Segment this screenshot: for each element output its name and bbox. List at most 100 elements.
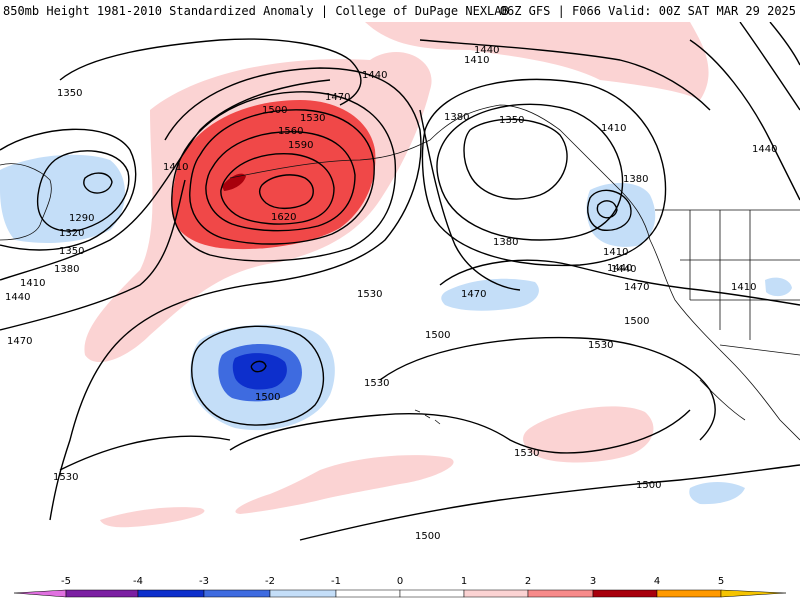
contour-1470-west bbox=[0, 179, 186, 331]
contour-1500-central bbox=[439, 259, 800, 306]
contour-label: 1470 bbox=[461, 289, 486, 300]
contour-bc-low-outer bbox=[587, 189, 632, 231]
map-header: 850mb Height 1981-2010 Standardized Anom… bbox=[0, 0, 800, 22]
colorbar-tick-label: -3 bbox=[199, 576, 209, 587]
colorbar-swatch-neg1 bbox=[269, 589, 337, 598]
contour-label: 1380 bbox=[54, 264, 79, 275]
contour-1440-northeast bbox=[689, 39, 800, 201]
positive-anomaly-pacific-east bbox=[523, 406, 654, 463]
contour-label: 1410 bbox=[464, 55, 489, 66]
colorbar-tick-label: 4 bbox=[654, 576, 660, 587]
baja-coast bbox=[699, 379, 746, 421]
siberia-coast bbox=[0, 163, 52, 241]
contour-1380-1410-west bbox=[0, 128, 137, 251]
contour-label: 1470 bbox=[7, 336, 32, 347]
colorbar-swatch-zero-neg bbox=[335, 589, 401, 598]
colorbar-swatch-neg5 bbox=[13, 589, 67, 598]
anomaly-map: 1350 1410 1290 1320 1350 1380 1410 1440 … bbox=[0, 22, 800, 542]
contour-label: 1290 bbox=[69, 213, 94, 224]
colorbar-swatch-pos5 bbox=[720, 589, 787, 598]
contour-label: 1380 bbox=[444, 112, 469, 123]
height-contours bbox=[0, 22, 800, 541]
contour-north-arc-1 bbox=[739, 22, 800, 111]
contour-1470-east bbox=[419, 109, 521, 291]
negative-anomaly-bc-coast bbox=[586, 183, 656, 247]
contour-label: 1410 bbox=[601, 123, 626, 134]
colorbar-tick-label: 5 bbox=[718, 576, 724, 587]
colorbar-tick-label: -5 bbox=[61, 576, 71, 587]
contour-1320 bbox=[36, 150, 130, 232]
colorbar-tick-label: 2 bbox=[525, 576, 531, 587]
contour-low-inner bbox=[250, 360, 267, 373]
alaska-coast bbox=[229, 104, 651, 241]
contour-label: 1440 bbox=[474, 45, 499, 56]
contour-label: 1440 bbox=[607, 263, 632, 274]
coastlines bbox=[0, 104, 800, 441]
colorbar-tick-label: 1 bbox=[461, 576, 467, 587]
contour-label: 1530 bbox=[53, 472, 78, 483]
negative-anomaly-colorado bbox=[765, 277, 792, 297]
negative-anomaly-siberia bbox=[0, 154, 125, 243]
colorbar-swatch-pos1 bbox=[463, 589, 529, 598]
colorbar-ticks: -5 -4 -3 -2 -1 0 1 2 3 4 5 bbox=[61, 576, 724, 587]
contour-label: 1500 bbox=[636, 480, 661, 491]
contour-label: 1440 bbox=[5, 292, 30, 303]
colorbar-swatch-pos2 bbox=[527, 589, 594, 598]
positive-anomaly-pacific-sw bbox=[100, 507, 205, 528]
contour-label: 1500 bbox=[262, 105, 287, 116]
contour-label: 1380 bbox=[493, 237, 518, 248]
mexico-border bbox=[719, 344, 800, 356]
west-coast-us bbox=[649, 239, 800, 441]
contour-label: 1530 bbox=[357, 289, 382, 300]
contour-label: 1410 bbox=[163, 162, 188, 173]
contour-label: 1530 bbox=[588, 340, 613, 351]
contour-1290 bbox=[83, 172, 113, 194]
colorbar-swatch-neg4 bbox=[65, 589, 139, 598]
contour-1590-high bbox=[220, 153, 335, 225]
positive-anomaly-north bbox=[365, 22, 709, 100]
contour-label: 1350 bbox=[499, 115, 524, 126]
contour-label: 1500 bbox=[425, 330, 450, 341]
colorbar-swatches bbox=[13, 589, 787, 598]
contour-label: 1560 bbox=[278, 126, 303, 137]
contour-north-arc-2 bbox=[769, 22, 800, 66]
contour-label: 1500 bbox=[415, 531, 440, 542]
hawaii-islands bbox=[414, 409, 441, 425]
contour-1350 bbox=[59, 38, 362, 106]
contour-label: 1410 bbox=[20, 278, 45, 289]
colorbar-swatch-neg2 bbox=[203, 589, 271, 598]
contour-label: 1380 bbox=[623, 174, 648, 185]
contour-label: 1470 bbox=[325, 92, 350, 103]
contour-1500-low bbox=[191, 325, 325, 426]
negative-anomaly-subtropical bbox=[441, 278, 539, 311]
contour-label: 1590 bbox=[288, 140, 313, 151]
positive-anomaly-pacific-south bbox=[235, 455, 454, 514]
contour-1530-high bbox=[189, 109, 375, 245]
contour-label: 1320 bbox=[59, 228, 84, 239]
contour-1530-outer bbox=[49, 67, 422, 521]
contour-label: 1530 bbox=[300, 113, 325, 124]
map-title: 850mb Height 1981-2010 Standardized Anom… bbox=[3, 4, 509, 18]
contour-bc-low bbox=[596, 200, 618, 219]
contour-1410-north bbox=[419, 39, 711, 111]
contour-1410-east bbox=[436, 103, 624, 241]
colorbar-tick-label: 0 bbox=[397, 576, 403, 587]
contour-label: 1530 bbox=[514, 448, 539, 459]
anomaly-colorbar: -5 -4 -3 -2 -1 0 1 2 3 4 5 bbox=[13, 576, 787, 598]
contour-label: 1500 bbox=[624, 316, 649, 327]
contour-1440-west bbox=[0, 79, 331, 281]
contour-label: 1620 bbox=[271, 212, 296, 223]
contour-label: 1500 bbox=[255, 392, 280, 403]
colorbar-swatch-zero-pos bbox=[399, 589, 465, 598]
contour-1620-high bbox=[258, 174, 314, 210]
contour-1440-east bbox=[421, 78, 667, 267]
contour-1380-east bbox=[463, 118, 568, 200]
model-run-info: 06Z GFS | F066 Valid: 00Z SAT MAR 29 202… bbox=[499, 4, 796, 18]
contour-label: 1440 bbox=[752, 144, 777, 155]
extreme-positive-anomaly bbox=[222, 173, 246, 191]
contour-1530-subtropical bbox=[229, 409, 691, 454]
contour-labels: 1350 1410 1290 1320 1350 1380 1410 1440 … bbox=[5, 45, 777, 542]
contour-label: 1350 bbox=[59, 246, 84, 257]
contour-label: 1470 bbox=[624, 282, 649, 293]
colorbar-tick-label: 3 bbox=[590, 576, 596, 587]
